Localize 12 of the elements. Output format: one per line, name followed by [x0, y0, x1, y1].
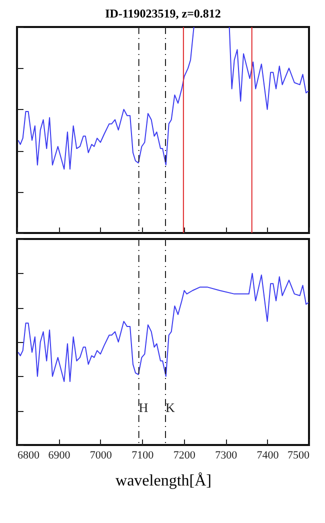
ref-line-label: K	[166, 400, 176, 415]
x-tick-label: 7200	[173, 450, 196, 462]
chart-title: ID-119023519, z=0.812	[105, 6, 221, 20]
x-tick-label: 7300	[215, 450, 238, 462]
x-tick-label: 7400	[256, 450, 280, 462]
x-tick-label: 7000	[90, 450, 112, 462]
x-tick-label: 6800	[18, 450, 40, 462]
ref-line-label: H	[138, 400, 148, 415]
x-tick-label: 6900	[48, 450, 71, 462]
x-tick-label: 7500	[288, 450, 310, 462]
x-axis-title: wavelength[Å]	[116, 472, 212, 490]
x-tick-label: 7100	[132, 450, 154, 462]
